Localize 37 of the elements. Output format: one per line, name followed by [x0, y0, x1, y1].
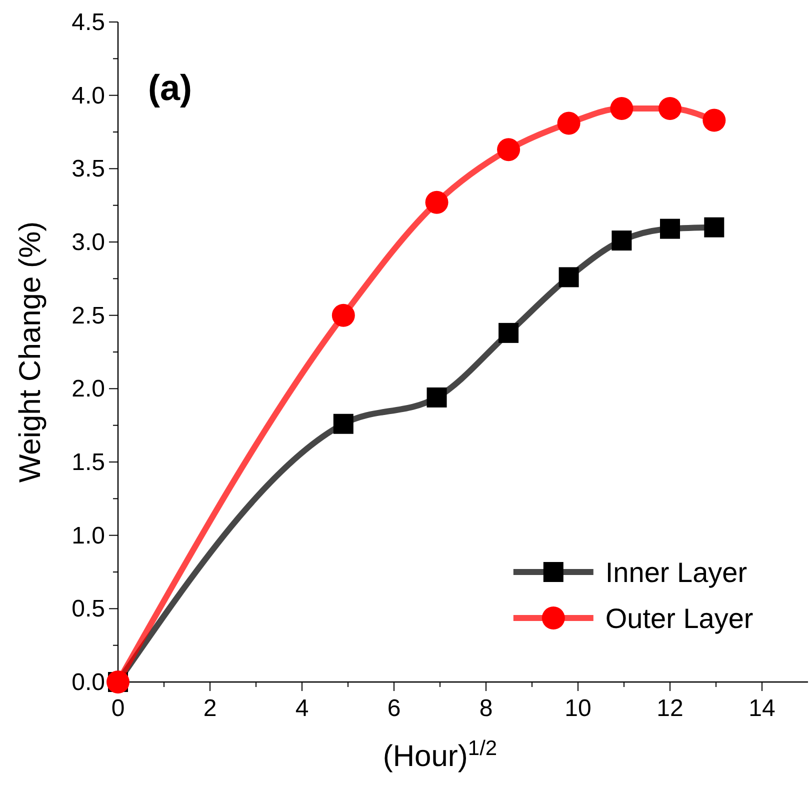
y-tick-label: 0.0 [72, 669, 105, 696]
y-tick-label: 2.5 [72, 302, 105, 330]
legend-label: Inner Layer [605, 557, 748, 588]
x-tick-label: 4 [295, 695, 309, 722]
y-tick-label: 0.5 [72, 596, 105, 623]
point [332, 304, 355, 327]
point [333, 414, 354, 434]
y-tick-label: 1.0 [72, 522, 105, 550]
y-tick-label: 2.0 [72, 376, 105, 403]
point [660, 218, 680, 239]
x-axis-title: (Hour)$^{1/2}$ [382, 736, 498, 773]
legend-label: Outer Layer [605, 603, 754, 634]
point [425, 190, 448, 214]
point [426, 387, 447, 408]
y-tick-label: 4.5 [72, 9, 105, 36]
point [612, 230, 632, 251]
x-tick-label: 0 [111, 695, 125, 722]
y-tick-label: 1.5 [72, 449, 105, 476]
point [704, 217, 724, 238]
point [702, 108, 726, 132]
point [498, 322, 519, 343]
text: (a) [148, 67, 192, 108]
y-axis-title: Weight Change (%) [14, 221, 47, 483]
x-tick-label: 14 [748, 695, 776, 722]
x-tick-label: 8 [479, 695, 493, 722]
point [557, 112, 580, 135]
x-tick-label: 2 [203, 695, 217, 722]
point [658, 97, 682, 120]
point [610, 97, 634, 120]
x-tick-label: 6 [387, 695, 401, 722]
point [497, 138, 520, 162]
y-tick-label: 4.0 [72, 82, 105, 110]
y-tick-label: 3.5 [72, 156, 105, 183]
point [558, 267, 579, 288]
x-tick-label: 10 [564, 695, 592, 722]
x-tick-label: 12 [656, 695, 684, 722]
y-tick-label: 3.0 [72, 229, 105, 256]
